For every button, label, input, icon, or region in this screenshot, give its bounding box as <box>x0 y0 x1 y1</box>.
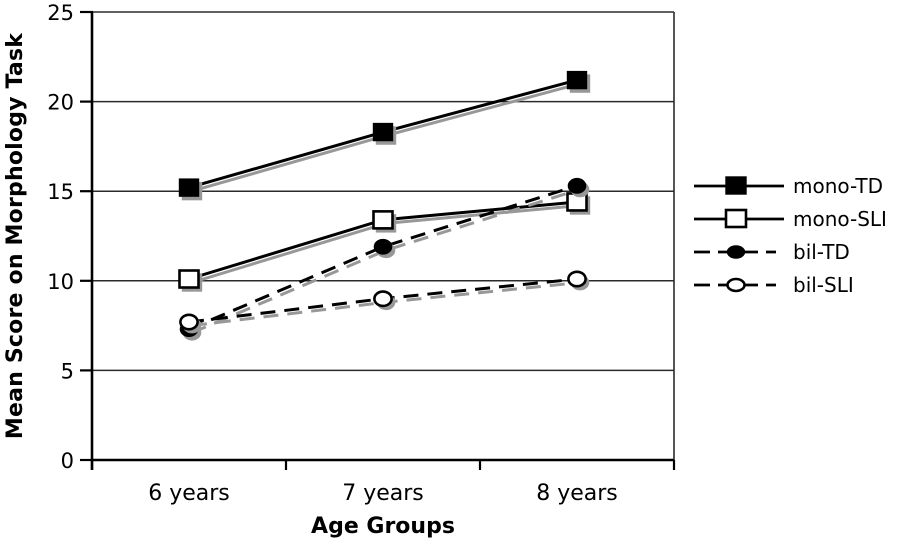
y-axis-title: Mean Score on Morphology Task <box>3 32 28 440</box>
x-category-label-8-years: 8 years <box>536 481 618 506</box>
marker-bil-SLI-383 <box>373 290 393 308</box>
y-tick-label-15: 15 <box>47 180 74 204</box>
series-line-shadow-bil-TD <box>191 187 581 335</box>
legend-swatch-mono-SLI-icon <box>694 208 784 228</box>
legend-swatch-mono-TD-icon <box>694 175 784 195</box>
marker-bil-TD-383 <box>373 238 393 255</box>
legend-label-bil-TD: bil-TD <box>793 239 850 264</box>
marker-mono-TD-189 <box>178 178 200 197</box>
y-tick-label-0: 0 <box>61 449 74 473</box>
x-category-label-7-years: 7 years <box>342 481 424 506</box>
legend-item-bil-TD: bil-TD <box>692 235 887 268</box>
legend-item-mono-TD: mono-TD <box>692 169 887 202</box>
x-axis-title: Age Groups <box>311 514 455 539</box>
x-category-label-6-years: 6 years <box>148 481 230 506</box>
legend-marker-bil-TD-icon <box>726 244 746 259</box>
series-line-bil-TD <box>188 184 578 331</box>
marker-mono-TD-383 <box>372 122 394 142</box>
legend-item-bil-SLI: bil-SLI <box>692 268 887 301</box>
y-tick-label-5: 5 <box>61 359 74 383</box>
legend-item-mono-SLI: mono-SLI <box>692 202 887 235</box>
legend-marker-mono-TD-icon <box>725 175 747 195</box>
marker-bil-TD-577 <box>567 177 587 194</box>
marker-bil-SLI-577 <box>567 270 587 288</box>
legend-label-mono-SLI: mono-SLI <box>793 206 887 231</box>
marker-bil-SLI-189 <box>179 313 199 331</box>
legend-marker-mono-SLI-icon <box>724 208 748 228</box>
legend-swatch-bil-TD-icon <box>694 244 776 259</box>
legend: mono-TD mono-SLI bil-TD bil-SLI <box>692 169 887 301</box>
y-tick-label-10: 10 <box>47 270 74 294</box>
y-tick-label-20: 20 <box>47 91 74 115</box>
marker-mono-SLI-383 <box>372 210 394 230</box>
marker-mono-TD-577 <box>566 70 588 90</box>
legend-label-mono-TD: mono-TD <box>793 173 883 198</box>
y-tick-label-25: 25 <box>47 1 74 25</box>
legend-label-bil-SLI: bil-SLI <box>793 272 854 297</box>
legend-swatch-bil-SLI-icon <box>694 277 776 292</box>
legend-marker-bil-SLI-icon <box>726 277 746 292</box>
marker-mono-SLI-189 <box>178 269 200 289</box>
